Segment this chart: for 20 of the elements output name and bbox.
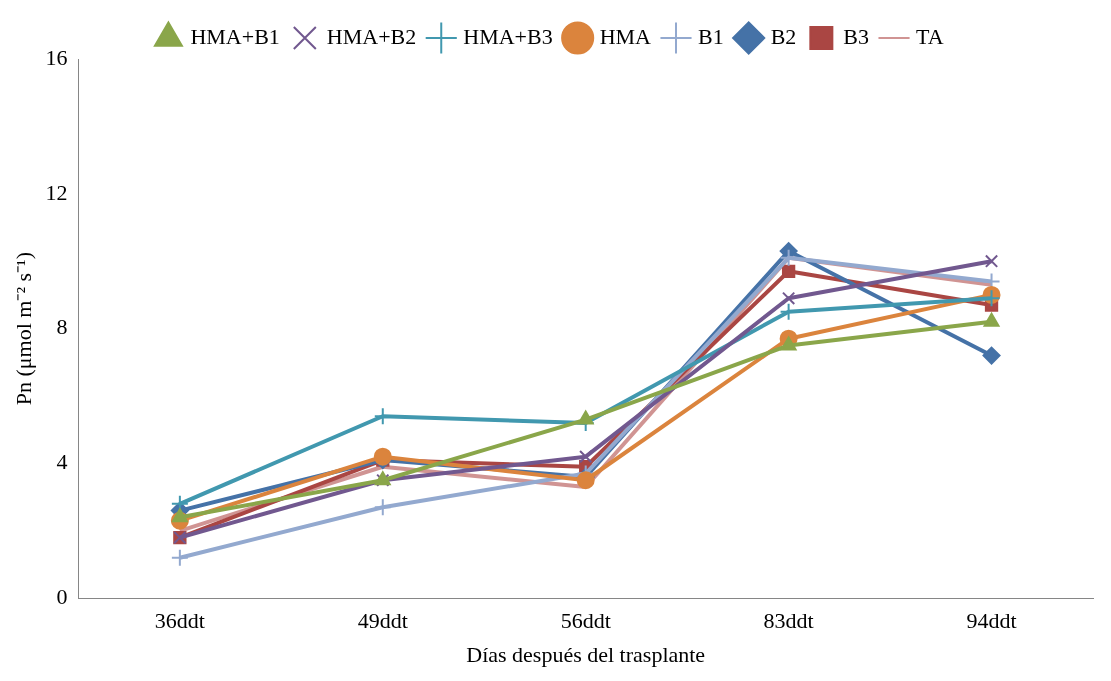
- legend-label: B3: [843, 23, 870, 49]
- legend-label: HMA+B1: [190, 23, 280, 49]
- y-tick-label: 0: [56, 583, 68, 609]
- legend-label: B2: [770, 23, 797, 49]
- y-axis-title: Pn (μmol m⁻² s⁻¹): [10, 251, 36, 406]
- x-tick-label: 56ddt: [560, 608, 611, 634]
- x-axis-title: Días después del trasplante: [466, 641, 706, 667]
- x-tick-label: 36ddt: [154, 608, 205, 634]
- x-tick-label: 49ddt: [357, 608, 408, 634]
- y-tick-label: 16: [45, 44, 68, 70]
- x-tick-label: 83ddt: [763, 608, 814, 634]
- y-tick-label: 8: [56, 314, 68, 340]
- y-tick-label: 4: [56, 449, 68, 475]
- y-tick-label: 12: [45, 179, 68, 205]
- legend-label: HMA+B2: [326, 23, 417, 49]
- legend-label: TA: [916, 23, 944, 49]
- x-tick-label: 94ddt: [966, 608, 1017, 634]
- legend-label: B1: [698, 23, 724, 49]
- legend-label: HMA: [599, 23, 652, 49]
- legend-label: HMA+B3: [463, 23, 553, 49]
